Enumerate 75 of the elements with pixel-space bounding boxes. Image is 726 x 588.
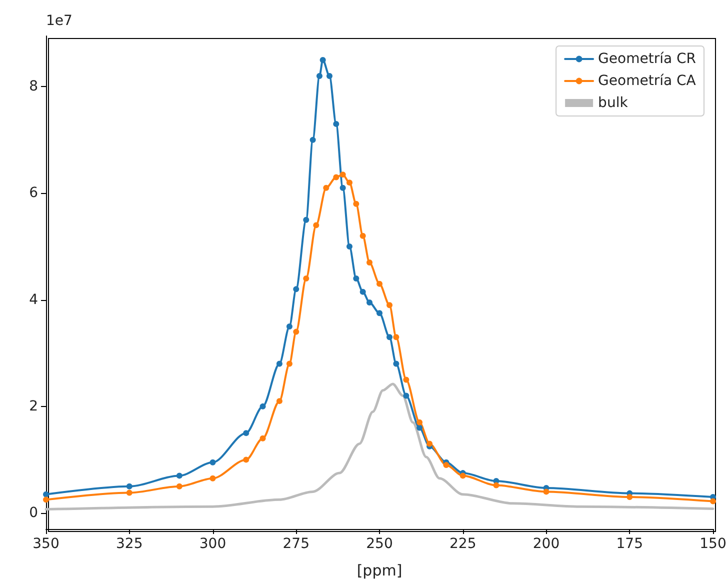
x-tick-label: 225 xyxy=(450,536,476,552)
point xyxy=(386,334,393,340)
point xyxy=(353,276,360,282)
point xyxy=(316,72,322,79)
x-tick-label: 175 xyxy=(616,536,643,552)
point xyxy=(340,184,346,191)
point xyxy=(493,482,500,488)
point xyxy=(293,286,300,292)
point xyxy=(126,483,132,490)
point xyxy=(376,280,382,287)
point xyxy=(310,136,316,143)
point xyxy=(403,392,410,399)
point xyxy=(346,180,352,186)
legend-label: Geometría CR xyxy=(598,51,696,67)
x-tick-label: 200 xyxy=(532,536,560,552)
point xyxy=(366,260,372,266)
point xyxy=(313,222,320,228)
point xyxy=(543,488,550,495)
point xyxy=(276,360,282,367)
text: 1e7 xyxy=(46,13,72,29)
point xyxy=(323,184,330,191)
point xyxy=(333,120,340,127)
point xyxy=(243,430,250,436)
point xyxy=(303,216,310,223)
point xyxy=(626,494,633,500)
x-tick-label: 275 xyxy=(282,536,310,552)
point xyxy=(176,483,182,490)
x-tick-label: 250 xyxy=(366,536,393,552)
point xyxy=(416,419,423,426)
point xyxy=(393,334,400,340)
point xyxy=(243,456,250,463)
point xyxy=(126,490,132,496)
point xyxy=(426,440,433,447)
legend-label: bulk xyxy=(598,95,629,111)
point xyxy=(260,403,266,410)
point xyxy=(346,244,352,250)
legend-label: Geometría CA xyxy=(598,73,696,89)
point xyxy=(303,276,310,282)
x-tick-label: 300 xyxy=(199,536,226,552)
y-tick-label: 8 xyxy=(29,78,38,95)
point xyxy=(376,310,382,316)
point xyxy=(393,360,400,367)
x-tick-label: 325 xyxy=(116,536,143,552)
y-tick-label: 6 xyxy=(29,185,38,202)
point xyxy=(326,72,332,79)
point xyxy=(386,302,393,308)
point xyxy=(340,172,346,178)
x-tick-label: 350 xyxy=(32,536,60,552)
point xyxy=(443,462,450,468)
point xyxy=(43,496,49,503)
point xyxy=(320,56,326,63)
line-series xyxy=(44,382,714,511)
point xyxy=(460,472,466,479)
point xyxy=(176,472,182,479)
point xyxy=(333,174,340,180)
point xyxy=(366,299,372,306)
point xyxy=(353,200,360,207)
point xyxy=(260,435,266,442)
point xyxy=(360,232,366,239)
x-axis-title: [ppm] xyxy=(356,562,402,580)
point xyxy=(710,498,716,504)
y-tick-label: 2 xyxy=(29,398,38,414)
point xyxy=(210,459,216,466)
point xyxy=(416,424,423,431)
point xyxy=(293,328,300,335)
x-tick-label: 150 xyxy=(700,536,726,552)
point xyxy=(403,376,410,383)
point xyxy=(210,475,216,482)
point xyxy=(360,288,366,295)
point xyxy=(286,323,292,330)
point xyxy=(43,491,49,498)
point xyxy=(286,360,292,367)
y-tick-label: 4 xyxy=(29,292,38,308)
point xyxy=(276,398,282,404)
y-tick-label: 0 xyxy=(29,505,38,522)
